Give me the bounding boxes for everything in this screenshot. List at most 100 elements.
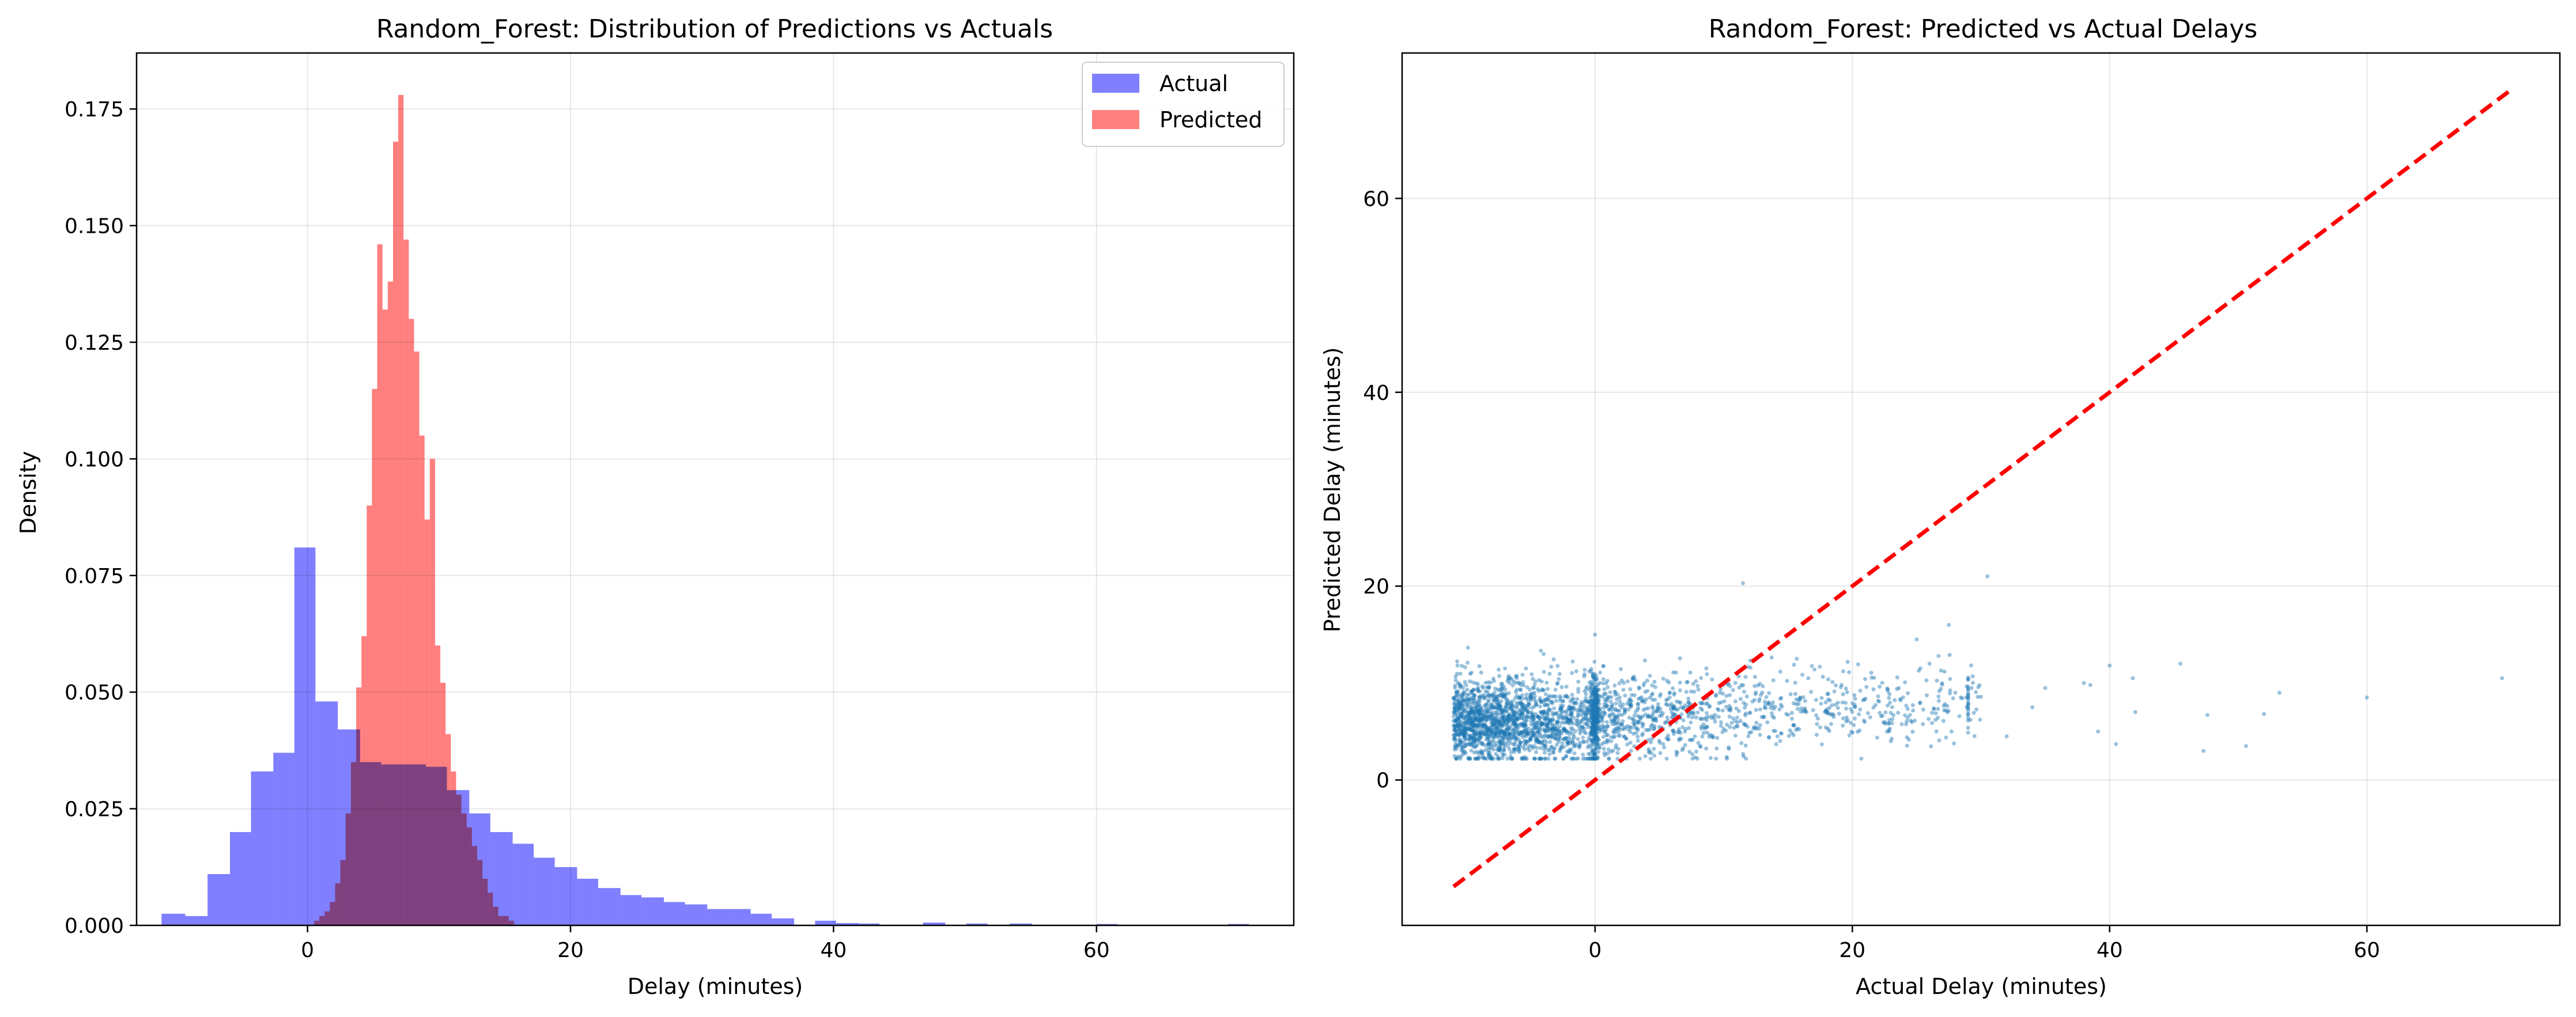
scatter-point: [1475, 724, 1479, 729]
scatter-point: [1513, 680, 1518, 685]
scatter-point: [1971, 710, 1976, 715]
scatter-point: [1595, 735, 1599, 739]
scatter-point: [1597, 725, 1601, 729]
scatter-point: [1509, 706, 1513, 711]
scatter-point: [1454, 728, 1459, 733]
scatter-point: [1593, 718, 1597, 723]
scatter-point: [1557, 732, 1562, 736]
scatter-point: [1472, 687, 1476, 692]
scatter-point: [1453, 757, 1458, 761]
scatter-point: [1632, 693, 1637, 698]
scatter-point: [1701, 731, 1706, 735]
scatter-point: [1594, 712, 1599, 716]
scatter-point: [1582, 674, 1587, 679]
scatter-point: [1490, 705, 1495, 709]
scatter-point: [1899, 722, 1904, 727]
scatter-point: [1457, 706, 1462, 710]
scatter-point: [1494, 726, 1498, 731]
scatter-point: [1478, 711, 1483, 716]
scatter-point: [1672, 691, 1676, 695]
scatter-point: [1486, 717, 1490, 721]
scatter-point: [1773, 704, 1777, 709]
scatter-point: [1591, 727, 1596, 732]
scatter-point: [1760, 690, 1765, 695]
scatter-point: [1593, 709, 1597, 714]
scatter-point: [1562, 744, 1566, 749]
scatter-point: [1456, 689, 1460, 694]
scatter-point: [1595, 721, 1599, 726]
scatter-point: [1591, 725, 1596, 729]
scatter-point: [1576, 710, 1581, 714]
scatter-point: [1485, 708, 1490, 712]
scatter-point: [1841, 692, 1845, 697]
scatter-point: [1514, 674, 1519, 678]
scatter-point: [1472, 740, 1477, 744]
scatter-point: [1459, 702, 1464, 707]
scatter-point: [1474, 723, 1478, 727]
scatter-point: [1510, 709, 1514, 713]
scatter-point: [1452, 708, 1457, 713]
scatter-point: [1591, 702, 1596, 707]
scatter-point: [1468, 757, 1472, 761]
scatter-point: [1909, 719, 1913, 723]
scatter-point: [1850, 709, 1854, 714]
scatter-point: [1476, 757, 1480, 761]
scatter-point: [1676, 700, 1681, 704]
scatter-point: [1791, 723, 1796, 727]
scatter-point: [1478, 689, 1482, 694]
scatter-point: [1546, 715, 1550, 720]
scatter-point: [1500, 682, 1505, 686]
scatter-point: [1569, 707, 1573, 712]
histogram-bar-predicted: [330, 902, 335, 925]
scatter-point: [1826, 697, 1831, 702]
scatter-point: [1789, 731, 1794, 735]
scatter-point: [1624, 736, 1629, 741]
scatter-point: [1628, 729, 1633, 734]
scatter-point: [1985, 574, 1990, 579]
scatter-point: [1799, 709, 1803, 714]
scatter-point: [1455, 659, 1460, 664]
scatter-point: [1592, 732, 1597, 737]
scatter-point: [1503, 705, 1508, 709]
scatter-point: [1514, 736, 1519, 741]
scatter-point: [1613, 716, 1618, 720]
scatter-point: [1474, 738, 1478, 743]
scatter-point: [1476, 682, 1480, 686]
scatter-point: [1478, 714, 1482, 719]
scatter-point: [1841, 716, 1845, 721]
scatter-point: [1733, 699, 1738, 704]
scatter-point: [1590, 715, 1595, 720]
scatter-point: [1518, 740, 1523, 745]
scatter-point: [1593, 672, 1597, 676]
scatter-point: [1470, 691, 1474, 695]
scatter-point: [1559, 728, 1564, 733]
scatter-point: [1969, 663, 1973, 668]
scatter-point: [1596, 687, 1601, 692]
scatter-point: [1495, 727, 1500, 731]
histogram-bar-predicted: [445, 734, 451, 925]
scatter-point: [1566, 707, 1571, 712]
scatter-point: [1459, 754, 1463, 759]
scatter-point: [1500, 729, 1505, 734]
scatter-point: [1535, 722, 1540, 727]
scatter-point: [1460, 694, 1465, 699]
scatter-point: [1452, 710, 1456, 715]
scatter-point: [1835, 706, 1840, 710]
scatter-point: [1619, 678, 1624, 683]
histogram-bar-predicted: [440, 682, 446, 925]
scatter-point: [1466, 757, 1471, 761]
scatter-point: [1473, 716, 1478, 720]
scatter-point: [1458, 671, 1463, 676]
scatter-point: [1592, 713, 1596, 718]
scatter-point: [1475, 702, 1479, 706]
scatter-point: [1457, 701, 1462, 705]
scatter-point: [1712, 716, 1717, 721]
scatter-point: [1593, 704, 1597, 709]
scatter-point: [1466, 700, 1471, 704]
scatter-point: [1512, 750, 1516, 754]
scatter-point: [1467, 712, 1471, 717]
scatter-point: [1514, 687, 1519, 692]
scatter-point: [1463, 731, 1468, 736]
scatter-point: [1486, 728, 1491, 732]
scatter-point: [1532, 723, 1536, 727]
